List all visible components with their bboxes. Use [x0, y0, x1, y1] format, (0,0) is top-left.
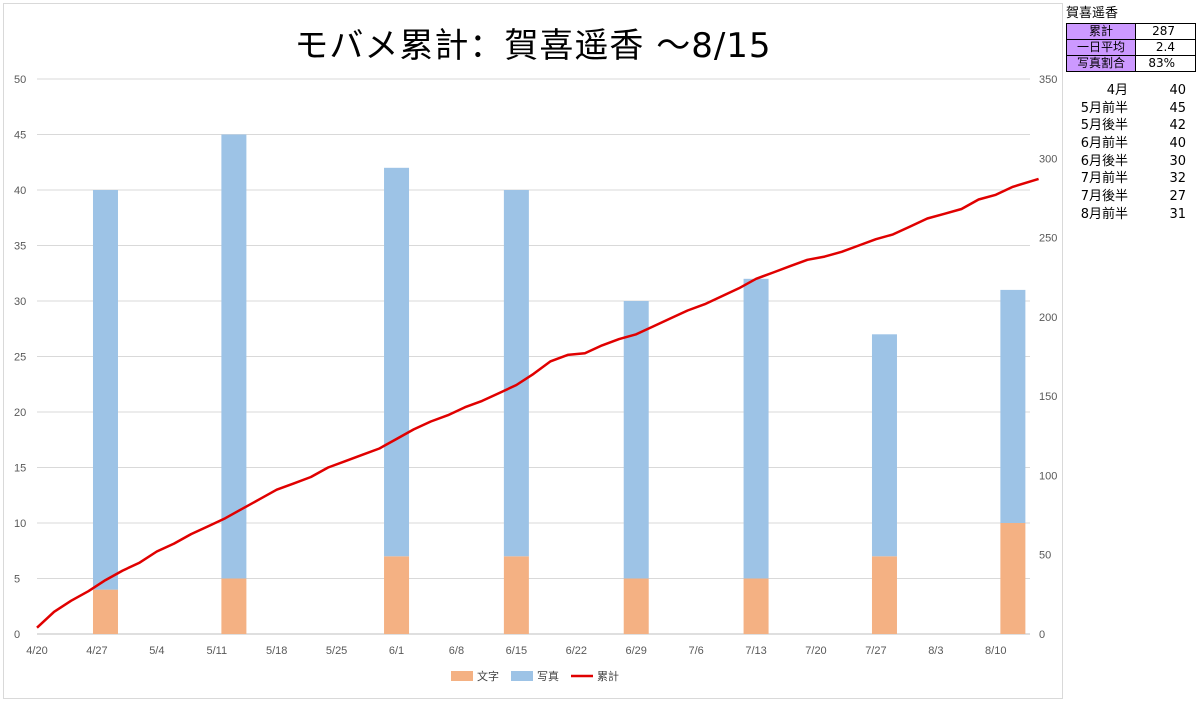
stats-panel: 賀喜遥香 累計 287 一日平均 2.4 写真割合 83% 4月 40 5月前半 4… — [1066, 6, 1196, 224]
monthly-value: 31 — [1169, 206, 1186, 222]
stats-value: 83% — [1135, 55, 1196, 72]
y-tick-label-left: 45 — [14, 130, 26, 142]
monthly-row: 5月前半 45 — [1066, 100, 1196, 118]
bar-moji — [221, 578, 247, 634]
bar-moji — [871, 556, 897, 634]
stats-label: 一日平均 — [1066, 39, 1136, 56]
x-tick-label: 6/15 — [506, 645, 527, 657]
x-tick-label: 5/25 — [326, 645, 347, 657]
monthly-value: 42 — [1169, 118, 1186, 134]
x-tick-label: 4/27 — [86, 645, 107, 657]
bar-moji — [384, 556, 410, 634]
legend-swatch-shashin — [511, 671, 533, 681]
y-tick-label-right: 300 — [1039, 153, 1057, 165]
bar-shashin — [871, 334, 897, 557]
bar-shashin — [1000, 289, 1026, 523]
legend-swatch-moji — [451, 671, 473, 681]
legend-label: 写真 — [537, 669, 559, 683]
y-tick-label-left: 35 — [14, 241, 26, 253]
stats-value: 287 — [1135, 23, 1196, 40]
monthly-list: 4月 40 5月前半 45 5月後半 42 6月前半 40 6月後半 30 7月前半 32 … — [1066, 82, 1196, 224]
monthly-value: 32 — [1169, 171, 1186, 187]
x-tick-label: 6/22 — [566, 645, 587, 657]
legend-label: 文字 — [477, 669, 499, 683]
x-tick-label: 7/13 — [745, 645, 766, 657]
y-tick-label-left: 0 — [14, 629, 20, 641]
monthly-row: 6月後半 30 — [1066, 153, 1196, 171]
bar-moji — [1000, 523, 1026, 634]
y-tick-label-left: 5 — [14, 574, 20, 586]
y-tick-label-right: 250 — [1039, 233, 1057, 245]
x-tick-label: 6/8 — [449, 645, 464, 657]
bar-shashin — [92, 190, 118, 590]
monthly-row: 7月後半 27 — [1066, 188, 1196, 206]
x-tick-label: 5/18 — [266, 645, 287, 657]
monthly-label: 6月前半 — [1080, 136, 1128, 152]
bar-shashin — [384, 167, 410, 557]
y-tick-label-right: 50 — [1039, 550, 1051, 562]
monthly-label: 8月前半 — [1080, 206, 1128, 222]
bar-moji — [743, 578, 769, 634]
monthly-row: 8月前半 31 — [1066, 206, 1196, 224]
x-tick-label: 6/1 — [389, 645, 404, 657]
monthly-label: 7月前半 — [1080, 171, 1128, 187]
chart-title: モバメ累計：賀喜遥香 ～8/15 — [294, 26, 772, 66]
stats-row: 一日平均 2.4 — [1066, 39, 1196, 56]
stats-label: 累計 — [1066, 23, 1136, 40]
y-tick-label-left: 10 — [14, 518, 26, 530]
monthly-value: 27 — [1169, 189, 1186, 205]
x-tick-label: 5/4 — [149, 645, 164, 657]
bar-moji — [503, 556, 529, 634]
x-tick-label: 8/3 — [928, 645, 943, 657]
monthly-value: 45 — [1169, 100, 1186, 116]
monthly-label: 6月後半 — [1080, 153, 1128, 169]
monthly-label: 5月後半 — [1080, 118, 1128, 134]
y-tick-label-left: 30 — [14, 296, 26, 308]
monthly-value: 30 — [1169, 153, 1186, 169]
y-tick-label-right: 200 — [1039, 312, 1057, 324]
monthly-value: 40 — [1169, 136, 1186, 152]
chart-area: モバメ累計：賀喜遥香 ～8/15 0 5 10 15 20 25 30 35 40 45 50 0 50… — [3, 3, 1063, 699]
stats-value: 2.4 — [1135, 39, 1196, 56]
stats-title: 賀喜遥香 — [1066, 6, 1119, 21]
y-tick-label-right: 0 — [1039, 629, 1045, 641]
y-tick-label-right: 350 — [1039, 74, 1057, 86]
bar-shashin — [743, 278, 769, 579]
y-tick-label-left: 40 — [14, 185, 26, 197]
monthly-row: 5月後半 42 — [1066, 117, 1196, 135]
x-tick-label: 7/6 — [688, 645, 703, 657]
y-tick-label-right: 150 — [1039, 391, 1057, 403]
monthly-label: 5月前半 — [1080, 100, 1128, 116]
x-tick-label: 6/29 — [626, 645, 647, 657]
x-tick-label: 8/10 — [985, 645, 1006, 657]
stats-row: 累計 287 — [1066, 23, 1196, 40]
y-tick-label-left: 50 — [14, 74, 26, 86]
monthly-row: 7月前半 32 — [1066, 170, 1196, 188]
x-tick-label: 4/20 — [26, 645, 47, 657]
monthly-row: 6月前半 40 — [1066, 135, 1196, 153]
y-tick-label-right: 100 — [1039, 470, 1057, 482]
monthly-label: 4月 — [1106, 83, 1128, 98]
x-tick-label: 7/27 — [865, 645, 886, 657]
series-line-ruikei — [36, 177, 1039, 629]
bar-shashin — [623, 301, 649, 579]
y-tick-label-left: 20 — [14, 407, 26, 419]
bar-shashin — [221, 134, 247, 579]
x-tick-label: 5/11 — [206, 645, 227, 657]
monthly-label: 7月後半 — [1080, 189, 1128, 205]
y-tick-label-left: 25 — [14, 352, 26, 364]
bar-moji — [92, 589, 118, 634]
y-tick-label-left: 15 — [14, 463, 26, 475]
bar-moji — [623, 578, 649, 634]
monthly-value: 40 — [1169, 83, 1186, 98]
legend-label: 累計 — [597, 669, 619, 683]
stats-label: 写真割合 — [1066, 55, 1136, 72]
chart-svg: 0 5 10 15 20 25 30 35 40 45 50 0 50 100 150 200 250 300 35… — [14, 74, 1057, 683]
stats-row: 写真割合 83% — [1066, 55, 1196, 72]
bar-shashin — [503, 190, 529, 557]
x-tick-label: 7/20 — [805, 645, 826, 657]
stats-table: 累計 287 一日平均 2.4 写真割合 83% — [1066, 23, 1196, 72]
monthly-row: 4月 40 — [1066, 82, 1196, 100]
